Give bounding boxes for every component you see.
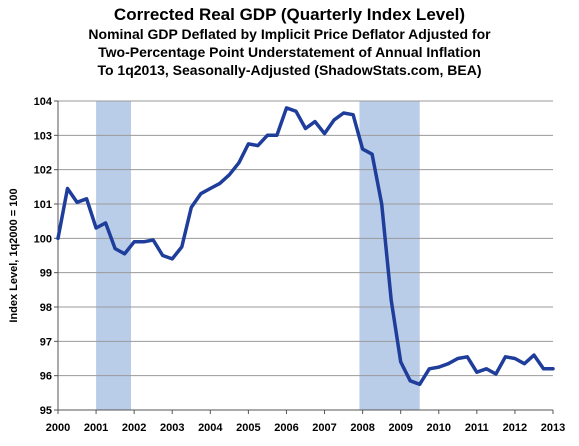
x-tick-label-2009: 2009 xyxy=(388,422,412,434)
data-point-8 xyxy=(133,240,135,243)
x-tick-label-2010: 2010 xyxy=(427,422,451,434)
data-point-16 xyxy=(209,187,212,190)
recession-bands xyxy=(96,101,420,410)
x-tick-label-2003: 2003 xyxy=(160,422,184,434)
chart-titles: Corrected Real GDP (Quarterly Index Leve… xyxy=(0,4,579,79)
y-tick-label-99: 99 xyxy=(40,268,52,280)
data-point-37 xyxy=(409,380,412,382)
data-point-28 xyxy=(323,132,326,135)
data-point-2 xyxy=(76,201,78,204)
tick-labels: 95 96 97 98 99 100 101 102 103 104 2000 2001 2002 200… xyxy=(34,96,566,434)
y-tick-label-98: 98 xyxy=(40,302,52,314)
x-tick-label-2007: 2007 xyxy=(312,422,336,434)
y-tick-label-96: 96 xyxy=(40,371,52,383)
data-point-46 xyxy=(495,373,497,375)
data-point-50 xyxy=(533,354,535,356)
data-point-11 xyxy=(161,254,164,257)
data-point-24 xyxy=(285,107,288,109)
data-point-27 xyxy=(314,120,316,123)
data-point-23 xyxy=(276,134,278,137)
data-point-48 xyxy=(514,357,516,360)
data-point-29 xyxy=(333,119,335,121)
data-point-32 xyxy=(361,148,364,150)
data-point-7 xyxy=(123,252,126,255)
data-point-1 xyxy=(66,187,69,190)
data-point-9 xyxy=(142,240,145,243)
x-tick-label-2008: 2008 xyxy=(350,422,374,434)
y-tick-label-97: 97 xyxy=(40,336,52,348)
data-point-5 xyxy=(104,222,107,224)
y-tick-label-102: 102 xyxy=(34,165,52,177)
axes xyxy=(57,101,553,411)
data-point-33 xyxy=(371,153,373,156)
data-point-26 xyxy=(304,127,307,130)
data-point-35 xyxy=(390,299,392,301)
data-point-22 xyxy=(266,134,269,137)
data-point-19 xyxy=(238,162,240,164)
data-point-12 xyxy=(171,258,174,260)
data-point-51 xyxy=(542,368,545,370)
data-point-0 xyxy=(57,237,59,240)
data-point-52 xyxy=(552,368,554,370)
chart-subtitle-line-1: Nominal GDP Deflated by Implicit Price D… xyxy=(88,26,491,42)
data-point-3 xyxy=(85,198,88,200)
x-tick-label-2012: 2012 xyxy=(503,422,527,434)
data-point-15 xyxy=(199,192,202,195)
data-point-38 xyxy=(418,383,421,386)
chart-subtitle-line-2: Two-Percentage Point Understatement of A… xyxy=(98,44,481,60)
gridlines xyxy=(58,100,553,411)
data-point-17 xyxy=(219,182,221,185)
y-tick-label-101: 101 xyxy=(34,199,52,211)
y-tick-label-104: 104 xyxy=(34,96,53,108)
x-tick-label-2005: 2005 xyxy=(236,422,260,434)
series-line-0 xyxy=(56,106,555,387)
data-point-45 xyxy=(485,368,488,370)
x-tick-label-2004: 2004 xyxy=(198,422,223,434)
data-point-34 xyxy=(380,203,383,205)
data-point-18 xyxy=(228,174,231,176)
x-tick-label-2000: 2000 xyxy=(46,422,70,434)
y-tick-label-103: 103 xyxy=(34,130,52,142)
x-tick-label-2011: 2011 xyxy=(465,422,489,434)
data-point-21 xyxy=(257,144,259,147)
data-point-44 xyxy=(476,371,478,374)
series-lines xyxy=(56,106,555,387)
data-point-39 xyxy=(428,368,431,370)
recession-band-0 xyxy=(96,101,131,410)
data-point-13 xyxy=(180,246,183,248)
data-point-10 xyxy=(152,239,154,241)
data-point-6 xyxy=(114,247,116,250)
data-point-25 xyxy=(295,110,297,113)
data-point-36 xyxy=(399,361,402,363)
data-point-31 xyxy=(352,113,354,116)
data-point-4 xyxy=(95,227,97,229)
data-point-42 xyxy=(457,357,459,360)
x-tick-label-2002: 2002 xyxy=(122,422,146,434)
data-point-43 xyxy=(466,355,469,358)
data-point-30 xyxy=(342,112,345,114)
data-point-41 xyxy=(447,362,450,365)
x-tick-label-2013: 2013 xyxy=(541,422,565,434)
data-point-49 xyxy=(523,362,526,365)
recession-band-1 xyxy=(359,101,420,410)
chart-title: Corrected Real GDP (Quarterly Index Leve… xyxy=(113,5,466,24)
data-point-47 xyxy=(504,355,507,358)
y-tick-label-100: 100 xyxy=(34,233,52,245)
y-tick-label-95: 95 xyxy=(40,405,52,417)
x-tick-label-2006: 2006 xyxy=(274,422,298,434)
y-axis-label: Index Level, 1q2000 = 100 xyxy=(8,188,20,322)
x-tick-label-2001: 2001 xyxy=(84,422,108,434)
chart-subtitle-line-3: To 1q2013, Seasonally-Adjusted (ShadowSt… xyxy=(97,62,482,78)
data-point-14 xyxy=(190,206,193,209)
data-point-20 xyxy=(247,143,250,145)
data-point-40 xyxy=(437,366,440,368)
